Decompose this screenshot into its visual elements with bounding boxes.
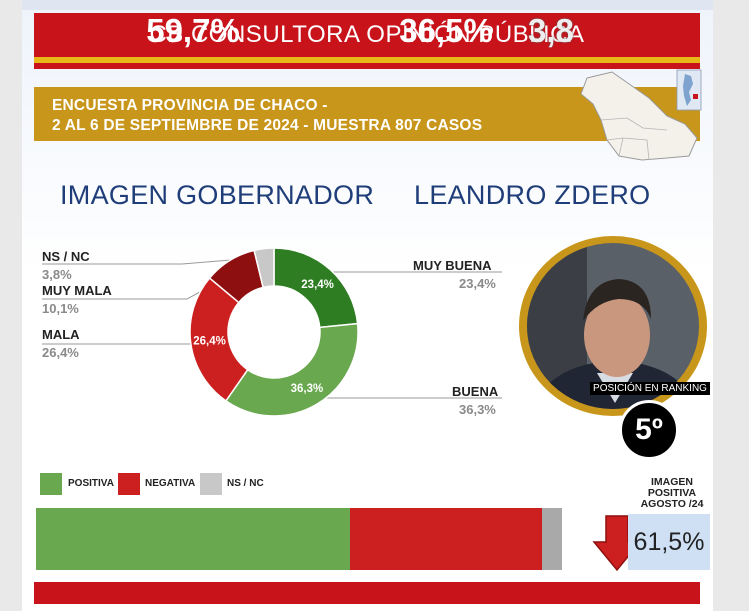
- bar-label-positive: 59,7%: [146, 12, 240, 49]
- legend-label-negative: NEGATIVA: [145, 478, 196, 489]
- label-muy-mala: MUY MALA: [42, 283, 112, 298]
- heading-governor-image: IMAGEN GOBERNADOR: [60, 180, 375, 210]
- bar-segment-positive: [36, 508, 351, 570]
- legend-swatch-negative: [118, 473, 140, 495]
- survey-line-2: 2 AL 6 DE SEPTIEMBRE DE 2024 - MUESTRA 8…: [52, 117, 483, 134]
- legend-swatch-ns-nc: [200, 473, 222, 495]
- donut-slice-buena: [224, 322, 359, 417]
- title-stripe-yellow: [34, 57, 700, 63]
- value-muy-mala: 10,1%: [42, 301, 79, 316]
- legend-label-ns-nc: NS / NC: [227, 478, 264, 489]
- ranking-position-label: POSICIÓN EN RANKING: [590, 382, 710, 395]
- chaco-map-icon: [580, 69, 702, 161]
- ranking-badge: 5º: [619, 400, 679, 460]
- label-mala: MALA: [42, 327, 80, 342]
- infographic-page: CB CONSULTORA OPINIÓN PÚBLICA ENCUESTA P…: [22, 0, 713, 611]
- previous-image-value: 61,5%: [628, 514, 710, 570]
- survey-line-1: ENCUESTA PROVINCIA DE CHACO -: [52, 97, 328, 114]
- donut-data-label: 26,4%: [193, 336, 226, 348]
- bar-label-negative: 36,5%: [399, 12, 493, 49]
- page-title: CB CONSULTORA OPINIÓN PÚBLICA: [34, 13, 700, 57]
- legend-swatch-positive: [40, 473, 62, 495]
- label-muy-buena: MUY BUENA: [413, 258, 492, 273]
- donut-chart: 23,4% 36,3% 26,4%: [189, 247, 359, 417]
- bar-segment-ns-nc: [542, 508, 562, 570]
- previous-image-label: IMAGEN POSITIVA AGOSTO /24: [640, 476, 704, 510]
- title-stripe-red: [34, 63, 700, 69]
- value-buena: 36,3%: [459, 402, 496, 417]
- donut-data-label: 36,3%: [291, 383, 324, 395]
- bottom-band: [34, 582, 700, 604]
- left-frame: [0, 0, 22, 611]
- bar-label-ns-nc: 3,8: [528, 12, 574, 49]
- donut-slice-muy-buena: [273, 247, 359, 329]
- right-frame: [713, 0, 749, 611]
- top-edge: [22, 0, 713, 10]
- value-mala: 26,4%: [42, 345, 79, 360]
- donut-slice-ns-nc: [253, 247, 275, 289]
- label-ns-nc: NS / NC: [42, 249, 90, 264]
- value-ns-nc: 3,8%: [42, 267, 72, 282]
- label-buena: BUENA: [452, 384, 499, 399]
- donut-data-label: 23,4%: [301, 279, 334, 291]
- legend-label-positive: POSITIVA: [68, 478, 114, 489]
- value-muy-buena: 23,4%: [459, 276, 496, 291]
- bar-segment-negative: [350, 508, 542, 570]
- heading-governor-name: LEANDRO ZDERO: [414, 180, 651, 210]
- donut-slice-mala: [189, 276, 249, 402]
